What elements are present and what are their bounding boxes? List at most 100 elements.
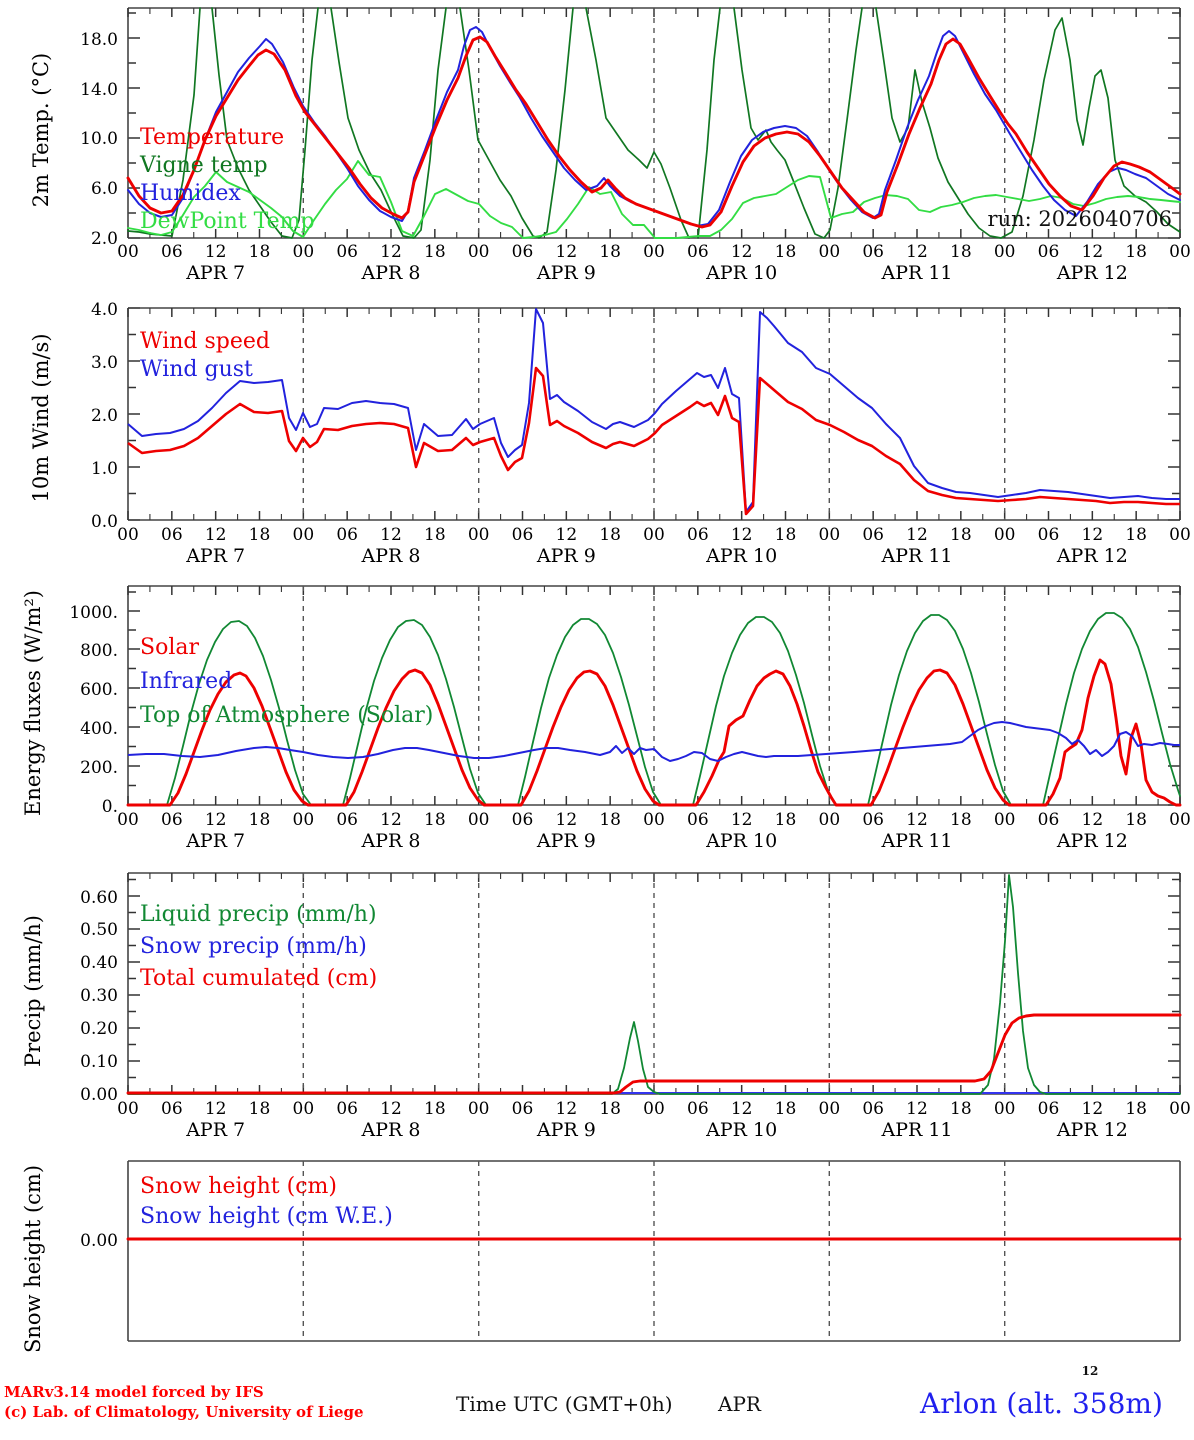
panel-precip: Precip (mm/h) 0.60 0.50 0.40 0.30 0.20 0…	[0, 863, 1194, 1151]
x-hour-labels-temperature: 00 06 12 18 00 06 12 18 00 06 12 18 00 06 12 18 00 06 12 18…	[117, 242, 1191, 262]
x-hour-tick-label: 00	[117, 1099, 139, 1119]
x-day-label: APR 7	[185, 830, 245, 852]
x-hour-tick-label: 06	[512, 1099, 534, 1119]
svg-text:Infrared: Infrared	[140, 669, 232, 694]
x-hour-tick-label: 06	[512, 810, 534, 830]
svg-text:Liquid precip (mm/h): Liquid precip (mm/h)	[140, 902, 377, 927]
x-hour-tick-label: 12	[205, 525, 227, 545]
x-hour-tick-label: 06	[862, 242, 884, 262]
y-axis-title-wind: 10m Wind (m/s)	[29, 333, 53, 502]
svg-text:800.: 800.	[80, 641, 118, 661]
svg-text:2m Temp. (°C): 2m Temp. (°C)	[29, 53, 53, 207]
x-hour-tick-label: 12	[556, 810, 578, 830]
x-hour-tick-label: 18	[424, 810, 446, 830]
x-hour-tick-label: 12	[556, 242, 578, 262]
x-hour-tick-label: 00	[293, 525, 315, 545]
svg-text:Snow height (cm): Snow height (cm)	[140, 1174, 337, 1199]
x-hour-tick-label: 00	[117, 810, 139, 830]
x-hour-tick-label: 18	[775, 525, 797, 545]
svg-text:6.0: 6.0	[91, 179, 118, 199]
x-hour-tick-label: 06	[161, 525, 183, 545]
svg-text:400.: 400.	[80, 719, 118, 739]
x-hour-tick-label: 18	[775, 242, 797, 262]
x-hour-tick-label: 18	[775, 810, 797, 830]
day-separators-temperature	[302, 8, 1006, 238]
x-hour-tick-label: 12	[731, 242, 753, 262]
x-hour-tick-label: 00	[468, 525, 490, 545]
x-day-label: APR 12	[1056, 262, 1128, 284]
series-total-cumulated	[126, 1013, 1182, 1095]
series-wind-gust	[127, 308, 1180, 513]
x-hour-tick-label: 06	[161, 1099, 183, 1119]
svg-text:0.00: 0.00	[80, 1085, 118, 1105]
legend-temperature: Temperature Vigne temp Humidex DewPoint …	[139, 125, 315, 234]
x-hour-tick-label: 18	[950, 525, 972, 545]
x-day-label: APR 9	[536, 545, 596, 567]
x-hour-tick-label: 00	[117, 525, 139, 545]
x-hour-tick-label: 18	[249, 525, 271, 545]
panel-temperature: 2m Temp. (°C) 18.0 14.0 10.0 6.0 2.0	[0, 0, 1194, 290]
day-separators-snow	[302, 1161, 1006, 1341]
hour-ticks-wind	[127, 308, 1181, 520]
x-hour-tick-label: 00	[1169, 810, 1191, 830]
x-hour-tick-label: 12	[205, 242, 227, 262]
x-day-label: APR 7	[185, 262, 245, 284]
station-label: Arlon (alt. 358m)	[919, 1387, 1163, 1420]
svg-text:2.0: 2.0	[91, 406, 118, 426]
legend-wind: Wind speed Wind gust	[140, 329, 270, 382]
footer-model-line: MARv3.14 model forced by IFS	[4, 1383, 264, 1401]
series-infrared	[127, 721, 1180, 762]
run-label: run: 2026040706	[988, 207, 1172, 231]
x-hour-tick-label: 18	[249, 242, 271, 262]
x-hour-tick-label: 12	[556, 1099, 578, 1119]
series-temperature	[126, 35, 1182, 229]
svg-text:1000.: 1000.	[69, 603, 118, 623]
x-hour-tick-label: 00	[468, 810, 490, 830]
svg-text:3.0: 3.0	[91, 353, 118, 373]
svg-text:Humidex: Humidex	[140, 181, 241, 206]
x-hour-tick-label: 06	[687, 1099, 709, 1119]
x-hour-tick-label: 00	[117, 242, 139, 262]
x-hour-tick-label: 12	[1082, 810, 1104, 830]
x-hour-tick-label: 00	[1169, 242, 1191, 262]
svg-text:0.30: 0.30	[80, 986, 118, 1006]
legend-energy: Solar Infrared Top of Atmosphere (Solar)	[140, 635, 433, 728]
series-solar	[126, 658, 1182, 807]
panel-snow-height: Snow height (cm) 0.00	[0, 1151, 1194, 1361]
x-day-label: APR 9	[536, 262, 596, 284]
x-hour-tick-label: 06	[687, 810, 709, 830]
x-hour-tick-label: 06	[1038, 525, 1060, 545]
x-hour-tick-label: 06	[161, 242, 183, 262]
x-hour-tick-label: 18	[599, 810, 621, 830]
x-hour-tick-label: 12	[1082, 1099, 1104, 1119]
x-hour-tick-label: 18	[249, 810, 271, 830]
legend-precip: Liquid precip (mm/h) Snow precip (mm/h) …	[140, 902, 377, 991]
x-hour-tick-label: 12	[906, 242, 928, 262]
x-hour-tick-label: 12	[1082, 525, 1104, 545]
svg-text:0.20: 0.20	[80, 1019, 118, 1039]
x-hour-labels-precip: 00 06 12 18 00 06 12 18 00 06 12 18 00 06 12 18 00 06 12 18…	[117, 1099, 1191, 1119]
x-hour-tick-label: 06	[862, 1099, 884, 1119]
x-hour-tick-label: 00	[819, 242, 841, 262]
x-hour-tick-label: 18	[1125, 810, 1147, 830]
x-hour-tick-label: 06	[512, 242, 534, 262]
x-hour-tick-label: 06	[687, 525, 709, 545]
svg-text:14.0: 14.0	[80, 80, 118, 100]
x-hour-tick-label: 00	[643, 242, 665, 262]
x-hour-tick-label: 12	[380, 242, 402, 262]
x-hour-tick-label: 18	[950, 242, 972, 262]
svg-text:Snow height (cm W.E.): Snow height (cm W.E.)	[140, 1204, 393, 1229]
svg-text:Total cumulated (cm): Total cumulated (cm)	[140, 966, 377, 991]
svg-text:DewPoint Temp: DewPoint Temp	[140, 209, 315, 234]
series-dewpoint-temp	[127, 160, 1181, 239]
x-hour-tick-label: 18	[424, 242, 446, 262]
svg-text:Wind speed: Wind speed	[140, 329, 270, 354]
xaxis-month: APR	[717, 1392, 762, 1416]
x-hour-tick-label: 12	[906, 810, 928, 830]
x-hour-tick-label: 00	[994, 810, 1016, 830]
x-day-label: APR 10	[705, 262, 777, 284]
legend-snow: Snow height (cm) Snow height (cm W.E.)	[140, 1174, 393, 1229]
x-hour-tick-label: 00	[1169, 1099, 1191, 1119]
x-day-label: APR 11	[880, 545, 952, 567]
